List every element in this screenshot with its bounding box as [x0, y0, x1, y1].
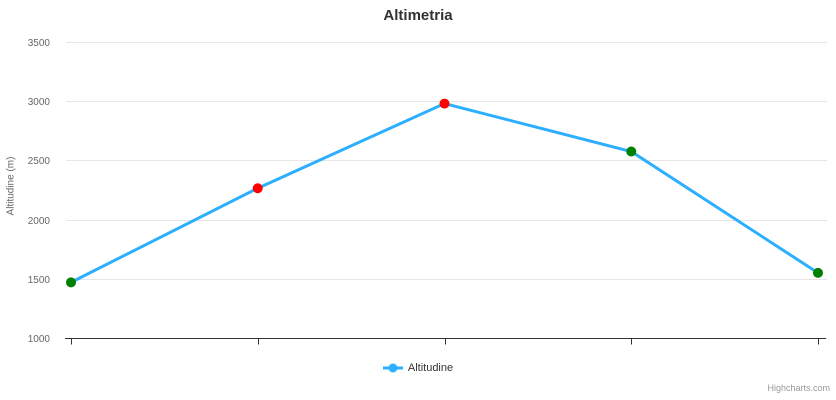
y-axis-tick-label: 1500 — [28, 275, 51, 286]
data-point-marker[interactable] — [626, 146, 637, 157]
series-line — [69, 102, 820, 284]
y-axis-tick-label: 2000 — [28, 216, 51, 227]
data-point-marker[interactable] — [813, 267, 823, 278]
data-point-marker[interactable] — [439, 98, 450, 109]
highcharts-credit[interactable]: Highcharts.com — [767, 383, 830, 393]
data-point-marker[interactable] — [66, 277, 76, 288]
y-axis-tick-label: 1000 — [28, 334, 51, 345]
legend: Altitudine — [0, 362, 836, 374]
legend-label: Altitudine — [407, 362, 454, 374]
y-axis-tick-label: 3000 — [28, 97, 51, 108]
chart-title: Altimetria — [383, 7, 453, 24]
legend-item-altitudine[interactable]: Altitudine — [382, 362, 454, 374]
y-axis-tick-label: 2500 — [28, 156, 51, 167]
line-marker-icon — [382, 363, 403, 373]
data-point-marker[interactable] — [252, 183, 263, 194]
y-axis-tick-label: 3500 — [28, 38, 51, 49]
